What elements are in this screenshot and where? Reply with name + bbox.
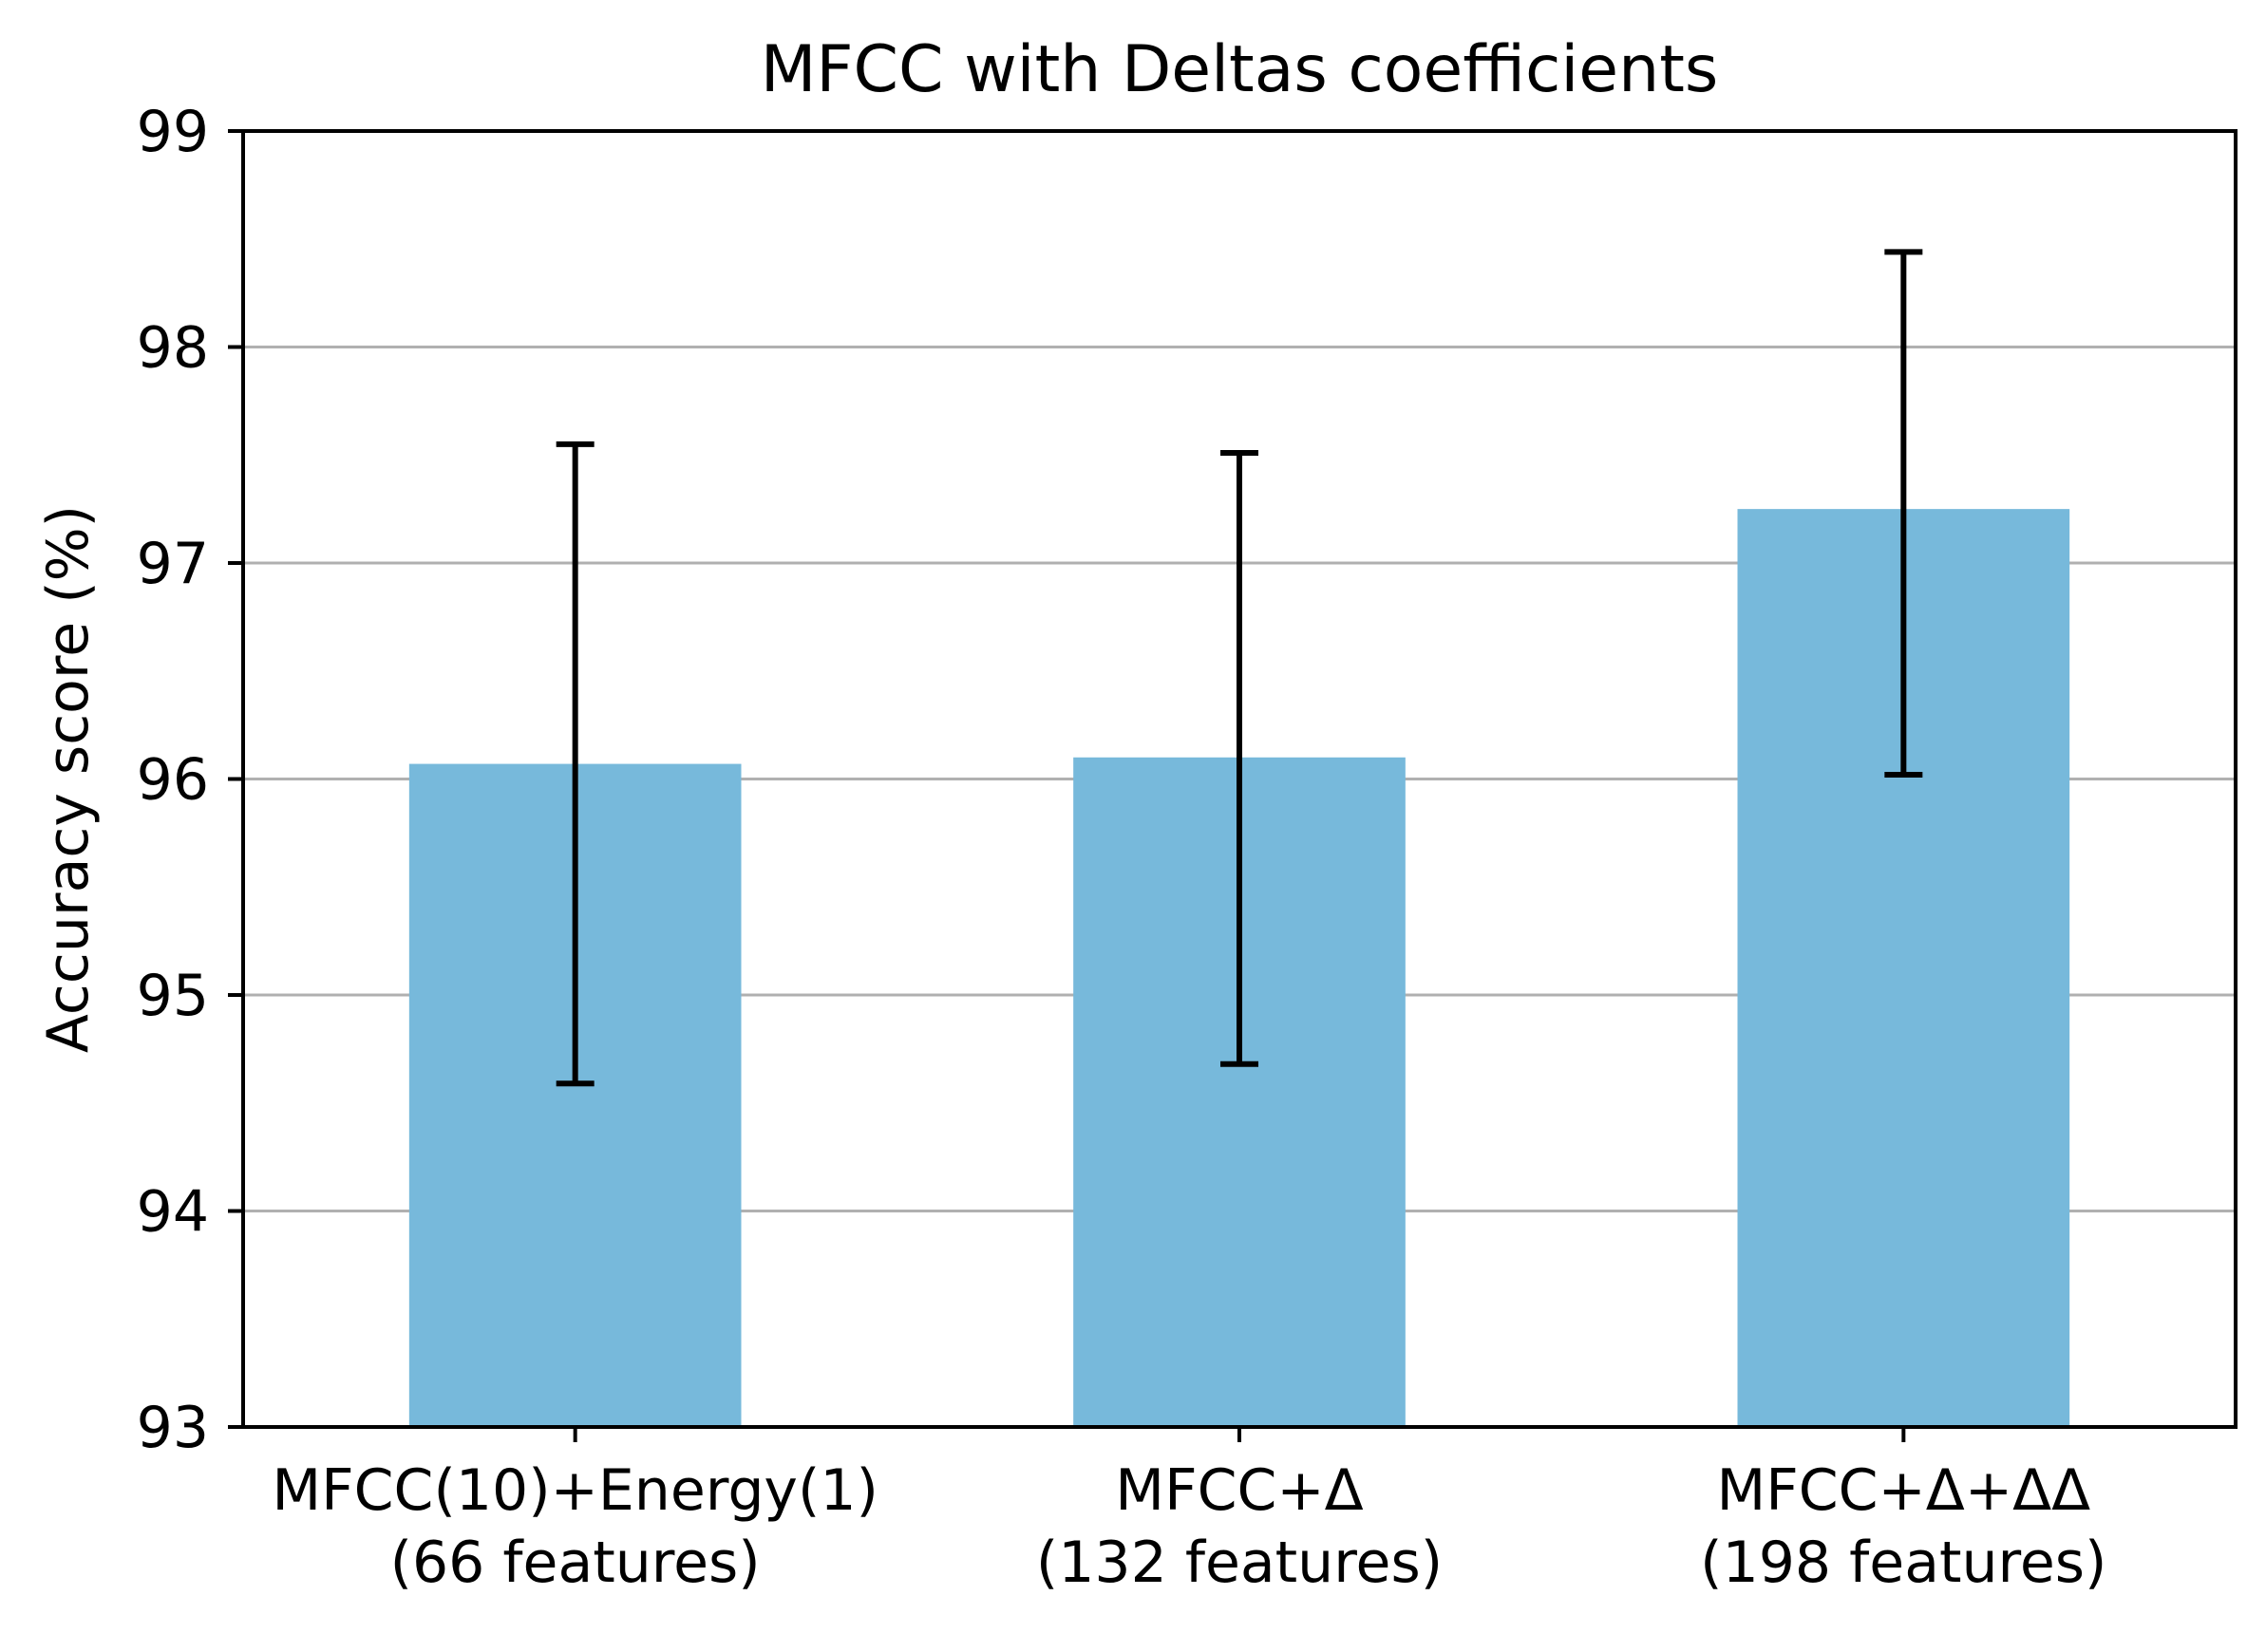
y-tick-label: 96 <box>137 747 209 814</box>
y-tick-label: 97 <box>137 531 209 597</box>
error-bars <box>556 249 1923 1087</box>
chart-title: MFCC with Deltas coefficients <box>761 32 1719 107</box>
x-tick-label: (66 features) <box>390 1530 761 1596</box>
y-tick-label: 95 <box>137 963 209 1029</box>
y-tick-label: 93 <box>137 1395 209 1461</box>
x-tick-label: (198 features) <box>1700 1530 2106 1596</box>
y-tick-label: 98 <box>137 315 209 382</box>
y-axis-ticks: 93 94 95 96 97 98 99 <box>137 99 243 1461</box>
x-tick-label: MFCC+Δ <box>1115 1457 1363 1524</box>
y-tick-label: 99 <box>137 99 209 165</box>
x-tick-label: MFCC(10)+Energy(1) <box>272 1457 878 1524</box>
x-tick-label: (132 features) <box>1036 1530 1443 1596</box>
y-tick-label: 94 <box>137 1179 209 1246</box>
x-tick-label: MFCC+Δ+ΔΔ <box>1716 1457 2090 1524</box>
x-axis-ticks: MFCC(10)+Energy(1)(66 features) MFCC+Δ(13… <box>272 1427 2106 1596</box>
bars <box>408 509 2070 1427</box>
y-axis-label: Accuracy score (%) <box>35 505 102 1053</box>
